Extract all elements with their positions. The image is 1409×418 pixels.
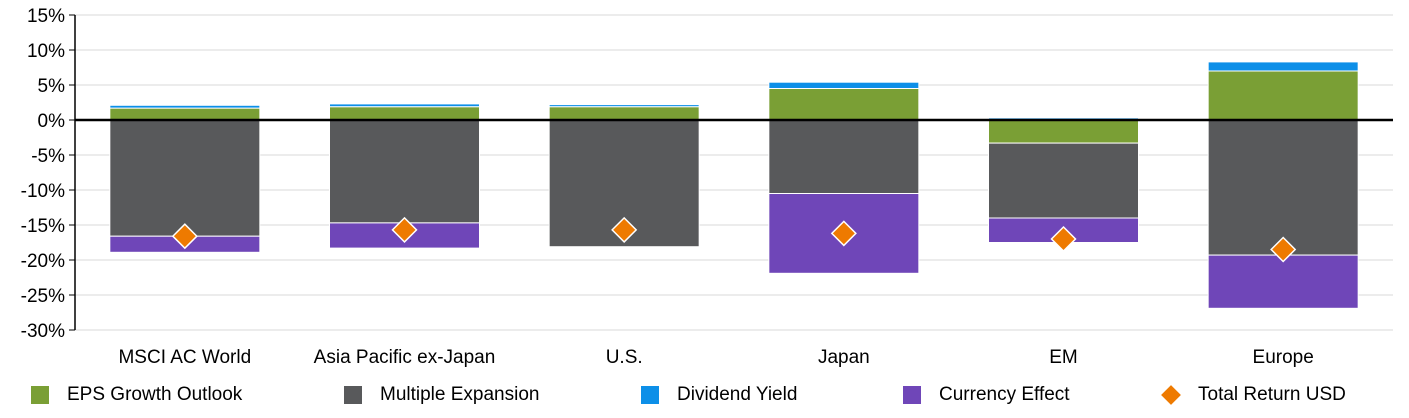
x-category-label: Asia Pacific ex-Japan	[314, 347, 496, 368]
x-category-label: EM	[1049, 347, 1078, 368]
legend-label-eps-growth: EPS Growth Outlook	[67, 384, 243, 405]
total-return-marker-asia-pacific-ex-japan	[391, 216, 418, 243]
legend: EPS Growth Outlook Multiple Expansion Di…	[0, 380, 1409, 412]
legend-label-multiple-expansion: Multiple Expansion	[380, 384, 540, 405]
bar-dividend-yield-msci-ac-world	[109, 104, 261, 109]
gridlines	[75, 14, 1393, 331]
y-tick-label: 5%	[38, 76, 66, 97]
legend-diamond-total-return	[1161, 385, 1181, 405]
bar-multiple-expansion-asia-pacific-ex-japan	[329, 119, 480, 224]
y-tick-label: -15%	[21, 216, 65, 237]
total-return-marker-europe	[1270, 236, 1297, 263]
bar-multiple-expansion-msci-ac-world	[109, 119, 261, 237]
bar-eps-growth-outlook-asia-pacific-ex-japan	[329, 106, 480, 121]
bars	[109, 61, 1359, 309]
bar-eps-growth-outlook-em	[988, 119, 1139, 144]
legend-label-dividend-yield: Dividend Yield	[677, 384, 798, 405]
y-tick-label: 0%	[38, 111, 66, 132]
bar-eps-growth-outlook-japan	[768, 88, 920, 121]
total-return-marker-japan	[830, 220, 857, 247]
bar-dividend-yield-japan	[768, 81, 920, 89]
bar-dividend-yield-asia-pacific-ex-japan	[329, 103, 480, 108]
bar-eps-growth-outlook-europe	[1207, 70, 1359, 121]
legend-swatch-eps-growth	[31, 386, 49, 404]
y-tick-label: 10%	[27, 41, 65, 62]
bar-dividend-yield-europe	[1207, 61, 1359, 72]
x-axis-categories: MSCI AC World Asia Pacific ex-Japan U.S. Ja…	[118, 347, 1313, 368]
total-return-markers	[171, 216, 1297, 263]
legend-label-currency-effect: Currency Effect	[939, 384, 1070, 405]
total-return-marker-u-s	[611, 216, 638, 243]
y-tick-label: -5%	[31, 146, 65, 167]
y-axis-ticks: 15% 10% 5% 0% -5% -10% -15% -20% -25% -30%	[21, 6, 65, 342]
chart: 15% 10% 5% 0% -5% -10% -15% -20% -25% -30% MSCI A…	[21, 6, 1393, 368]
bar-multiple-expansion-japan	[768, 119, 920, 194]
bar-currency-effect-europe	[1207, 254, 1359, 309]
legend-swatch-dividend-yield	[641, 386, 659, 404]
y-tick-label: -10%	[21, 181, 65, 202]
y-tick-label: 15%	[27, 6, 65, 27]
bar-eps-growth-outlook-u-s	[548, 106, 700, 121]
x-category-label: MSCI AC World	[118, 347, 251, 368]
bar-multiple-expansion-europe	[1207, 119, 1359, 256]
bar-dividend-yield-u-s	[548, 104, 700, 108]
legend-item-total-return: Total Return USD	[1160, 380, 1346, 410]
legend-item-currency-effect: Currency Effect	[903, 380, 1070, 410]
legend-swatch-multiple-expansion	[344, 386, 362, 404]
x-category-label: Europe	[1253, 347, 1314, 368]
legend-item-dividend-yield: Dividend Yield	[641, 380, 797, 410]
legend-item-multiple-expansion: Multiple Expansion	[344, 380, 539, 410]
legend-label-total-return: Total Return USD	[1198, 384, 1346, 405]
bar-multiple-expansion-em	[988, 142, 1139, 219]
y-tick-label: -30%	[21, 321, 65, 342]
x-category-label: Japan	[818, 347, 870, 368]
legend-item-eps-growth: EPS Growth Outlook	[31, 380, 242, 410]
total-return-marker-em	[1050, 225, 1077, 253]
legend-swatch-currency-effect	[903, 386, 921, 404]
total-return-marker-msci-ac-world	[171, 223, 198, 250]
y-tick-label: -25%	[21, 286, 65, 307]
bar-currency-effect-japan	[768, 193, 920, 274]
x-category-label: U.S.	[606, 347, 643, 368]
bar-eps-growth-outlook-msci-ac-world	[109, 107, 261, 121]
axes	[69, 14, 1393, 331]
y-tick-label: -20%	[21, 251, 65, 272]
